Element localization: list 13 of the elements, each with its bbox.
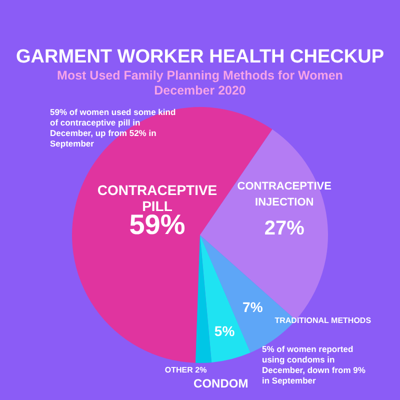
chart-subtitle: Most Used Family Planning Methods for Women December 2020	[57, 68, 343, 98]
data-label: 5%	[214, 322, 236, 339]
chart-title: GARMENT WORKER HEALTH CHECKUP	[16, 46, 384, 68]
slice-label: CONTRACEPTIVE INJECTION	[237, 180, 332, 209]
text: 59% of women used some kind of contraceptive pill in December, up from 52% in September	[50, 107, 176, 148]
slice-label: OTHER 2%	[164, 365, 207, 374]
data-label: 27%	[264, 218, 305, 240]
text: 5% of women reported using condoms in December, down from 9% in September	[262, 344, 366, 386]
data-label: 7%	[242, 298, 264, 315]
slice-label: TRADITIONAL METHODS	[274, 316, 372, 326]
pie-slice	[196, 235, 212, 363]
slice-label: CONDOM	[194, 376, 248, 391]
slice-label: CONTRACEPTIVE PILL	[97, 182, 218, 214]
